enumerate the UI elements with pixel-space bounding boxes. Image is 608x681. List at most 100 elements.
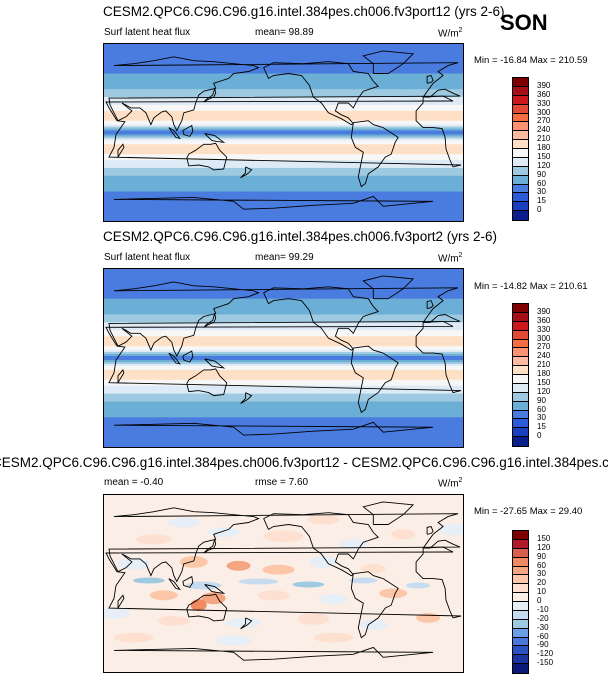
coastline-africa — [105, 320, 462, 394]
colorbar-segment — [513, 202, 528, 212]
field-band — [104, 44, 463, 47]
field-band — [104, 140, 463, 143]
field-band — [104, 326, 463, 329]
field-band — [104, 120, 463, 124]
colorbar-tick-label: -60 — [537, 631, 549, 641]
panel-2-minmax: Min = -14.82 Max = 210.61 — [474, 281, 588, 292]
field-band — [104, 336, 463, 339]
field-band — [104, 419, 463, 422]
field-band — [104, 413, 463, 416]
colorbar-segment — [513, 419, 528, 429]
field-band — [104, 421, 463, 424]
colorbar-segment — [513, 566, 528, 576]
field-band — [104, 95, 463, 98]
field-band — [104, 365, 463, 369]
field-band — [104, 67, 463, 71]
field-band — [104, 369, 463, 373]
colorbar-tick-label: 60 — [537, 178, 546, 188]
colorbar-tick-label: 150 — [537, 533, 551, 543]
field-band — [104, 409, 463, 412]
colorbar-tick-label: 60 — [537, 404, 546, 414]
field-band — [104, 316, 463, 320]
coastline-uk — [426, 525, 434, 535]
colorbar-tick-label: 120 — [537, 542, 551, 552]
field-band — [104, 383, 463, 387]
colorbar-tick-label: 30 — [537, 187, 546, 197]
field-band — [104, 132, 463, 136]
colorbar-segment — [513, 584, 528, 594]
field-band — [104, 173, 463, 177]
colorbar-tick-label: 360 — [537, 315, 551, 325]
field-band — [104, 165, 463, 169]
field-band — [104, 47, 463, 51]
colorbar-tick-label: 90 — [537, 395, 546, 405]
colorbar-tick-label: 210 — [537, 134, 551, 144]
anomaly-region — [117, 557, 150, 570]
anomaly-region — [149, 590, 178, 601]
coastline-europe-asia — [108, 281, 461, 357]
field-band — [104, 179, 463, 183]
anomaly-region — [307, 514, 340, 525]
field-band — [104, 181, 463, 185]
field-band — [104, 439, 463, 442]
field-band — [104, 296, 463, 300]
anomaly-region — [297, 613, 330, 625]
field-band — [104, 146, 463, 149]
field-band — [104, 167, 463, 171]
field-band — [104, 122, 463, 126]
colorbar-tick-label: 300 — [537, 333, 551, 343]
colorbar-segment — [513, 122, 528, 132]
field-band — [104, 423, 463, 426]
coastline-africa — [105, 546, 462, 619]
coastline-north-america — [263, 286, 380, 351]
field-band — [104, 391, 463, 395]
field-band — [104, 51, 463, 55]
panel-1-title: CESM2.QPC6.C96.C96.g16.intel.384pes.ch00… — [103, 4, 505, 19]
colorbar-tick-label: 180 — [537, 369, 551, 378]
colorbar-segment — [513, 655, 528, 665]
field-band — [104, 193, 463, 197]
colorbar-tick-label: 180 — [537, 143, 551, 152]
colorbar-segment — [513, 531, 528, 540]
field-band — [104, 312, 463, 316]
colorbar-tick-label: 15 — [537, 422, 546, 432]
field-band — [104, 77, 463, 80]
field-band — [104, 163, 463, 167]
field-band — [104, 300, 463, 304]
field-band — [104, 318, 463, 322]
field-band — [104, 71, 463, 75]
field-band — [104, 338, 463, 341]
colorbar-segment — [513, 131, 528, 141]
field-band — [104, 112, 463, 116]
panel-3-minmax: Min = -27.65 Max = 29.40 — [474, 506, 583, 517]
field-band — [104, 183, 463, 187]
colorbar-segment — [513, 304, 528, 313]
field-band — [104, 53, 463, 57]
field-band — [104, 407, 463, 411]
field-band — [104, 219, 463, 221]
panel-2-mean-label: mean= 99.29 — [255, 252, 314, 263]
field-band — [104, 205, 463, 208]
field-band — [104, 427, 463, 430]
colorbar-tick-label: 20 — [537, 578, 546, 588]
field-band — [104, 393, 463, 397]
colorbar-segment — [513, 539, 528, 549]
coastline-new-zealand — [240, 392, 253, 404]
field-band — [104, 399, 463, 403]
field-band — [104, 437, 463, 440]
field-band — [104, 356, 463, 359]
field-band — [104, 144, 463, 147]
colorbar-tick-label: 330 — [537, 324, 551, 334]
field-band — [104, 401, 463, 405]
field-band — [104, 169, 463, 173]
field-band — [104, 431, 463, 434]
colorbar-tick-label: 270 — [537, 342, 551, 352]
colorbar-segment — [513, 339, 528, 349]
field-band — [104, 363, 463, 367]
colorbar-segment — [513, 410, 528, 420]
coastline-new-zealand — [240, 166, 253, 179]
field-band — [104, 207, 463, 210]
panel-3-rmse-label: rmse = 7.60 — [255, 477, 309, 488]
field-band — [104, 284, 463, 288]
field-band — [104, 73, 463, 77]
